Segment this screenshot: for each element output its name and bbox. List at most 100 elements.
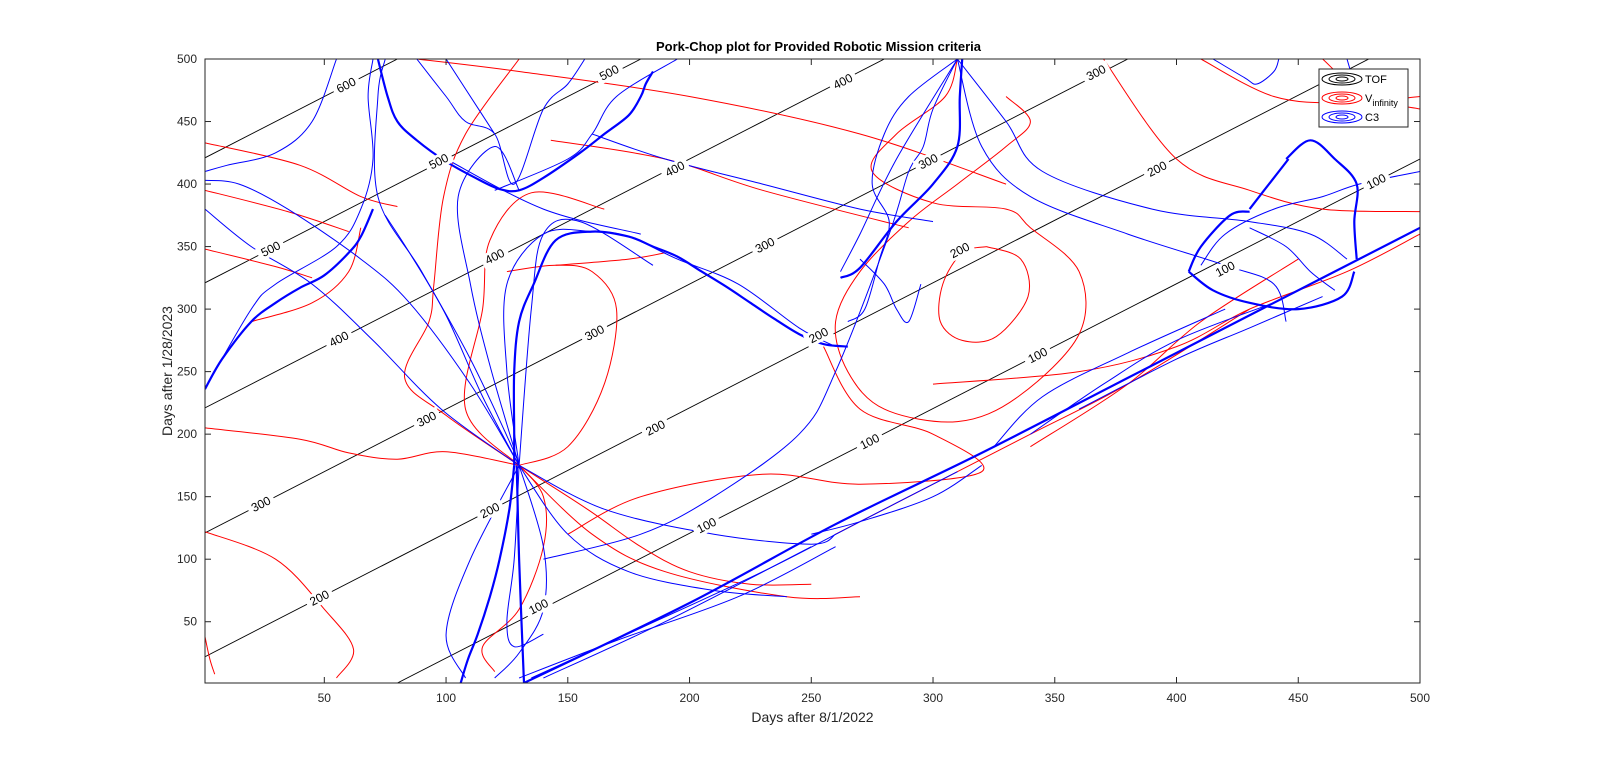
x-tick-label: 50: [318, 691, 332, 705]
contour-label-bg: [330, 72, 362, 98]
contour-label-bg: [255, 236, 287, 262]
legend-entry-label: TOF: [1365, 74, 1387, 86]
contour-label-bg: [593, 60, 625, 86]
c3-contour: [205, 59, 337, 172]
vinf-contour: [481, 465, 547, 672]
c3-contour: [416, 59, 586, 185]
c3-contour: [840, 59, 958, 272]
vinf-contour: [567, 346, 985, 535]
c3-contour-bold: [515, 465, 526, 683]
contour-label-bg: [802, 322, 835, 348]
vinf-contour: [205, 531, 355, 679]
legend-entry-subscript: infinity: [1372, 98, 1398, 108]
contour-label-bg: [1209, 256, 1241, 282]
vinf-contour: [404, 59, 520, 466]
y-tick-label: 250: [177, 365, 197, 379]
c3-contour: [506, 465, 544, 648]
contour-label-bg: [944, 237, 976, 263]
contour-label-bg: [659, 156, 691, 182]
c3-contour-bold: [1248, 158, 1290, 210]
vinf-contour: [1030, 258, 1299, 448]
x-tick-label: 150: [558, 691, 578, 705]
c3-contour-bold: [459, 465, 516, 683]
contour-label-bg: [827, 68, 859, 95]
c3-contour: [1212, 59, 1280, 85]
c3-contour-bold: [523, 226, 1420, 683]
contour-label-bg: [410, 406, 443, 432]
contour-labels-layer: 1002003004005006001001001001001002002002…: [245, 60, 1392, 620]
x-tick-label: 450: [1288, 691, 1308, 705]
c3-contour: [591, 133, 934, 223]
x-tick-label: 100: [436, 691, 456, 705]
contour-label-bg: [323, 326, 355, 352]
contour-label-bg: [1141, 156, 1173, 182]
c3-contour: [847, 59, 958, 323]
x-tick-label: 500: [1410, 691, 1430, 705]
c3-contour-bold: [205, 208, 375, 390]
vinf-contour: [205, 142, 398, 208]
c3-contour: [1078, 296, 1323, 410]
vinf-contour: [518, 465, 861, 600]
c3-contour: [205, 59, 374, 390]
vinf-contour: [834, 59, 1087, 423]
plot-frame: [204, 58, 1421, 684]
vinf-contour: [251, 227, 362, 323]
c3-contour-bold: [1188, 270, 1356, 311]
y-axis-title: Days after 1/28/2023: [159, 306, 175, 436]
plot-area: [205, 59, 1420, 683]
c3-contour: [456, 145, 520, 466]
c3-contour: [518, 465, 787, 598]
y-tick-label: 200: [177, 427, 197, 441]
y-tick-label: 150: [177, 490, 197, 504]
tof-contour-300: [205, 59, 1129, 534]
contour-label-bg: [423, 148, 455, 175]
c3-contour-bold: [376, 59, 654, 193]
contour-label-bg: [303, 585, 336, 611]
c3-contour: [205, 208, 520, 466]
contour-label-bg: [639, 415, 672, 441]
legend-swatch: [1335, 76, 1349, 82]
c3-contour: [445, 465, 520, 679]
c3-contour: [543, 546, 812, 679]
vinf-contour: [205, 636, 216, 675]
c3-contour: [859, 258, 922, 324]
c3-contour: [543, 59, 958, 560]
c3-contour-bold: [1187, 210, 1250, 273]
tof-contour-100: [397, 158, 1420, 683]
contour-label-bg: [578, 320, 611, 346]
legend-swatch: [1321, 72, 1363, 86]
contour-label-bg: [690, 512, 723, 539]
c3-contour: [445, 158, 641, 235]
contour-label-bg: [1080, 60, 1112, 86]
contour-label-bg: [1360, 168, 1392, 195]
c3-contour-bold: [512, 230, 848, 466]
c3-contour: [205, 179, 520, 466]
c3-contour: [811, 464, 982, 535]
c3-contour: [373, 59, 520, 466]
vinf-contour: [518, 464, 812, 586]
vinf-contour: [205, 248, 313, 279]
c3-contour: [956, 59, 1287, 322]
c3-contour: [384, 215, 520, 466]
y-tick-label: 350: [177, 240, 197, 254]
legend-swatch: [1335, 114, 1349, 120]
vinf-contour: [550, 139, 909, 229]
x-axis-title: Days after 8/1/2022: [751, 709, 873, 725]
x-tick-label: 250: [801, 691, 821, 705]
c3-contour: [1249, 227, 1336, 291]
vinf-contour: [1103, 59, 1420, 213]
vinf-contour: [205, 189, 349, 233]
chart-title: Pork-Chop plot for Provided Robotic Miss…: [656, 39, 982, 54]
contour-label-bg: [912, 148, 944, 175]
vinf-contour: [416, 59, 1007, 185]
c3-contour: [957, 59, 1348, 260]
contour-label-bg: [479, 243, 511, 270]
y-tick-label: 500: [177, 52, 197, 66]
y-tick-label: 300: [177, 302, 197, 316]
legend-swatch: [1321, 91, 1363, 105]
y-tick-label: 400: [177, 177, 197, 191]
tof-contour-400: [205, 59, 886, 409]
